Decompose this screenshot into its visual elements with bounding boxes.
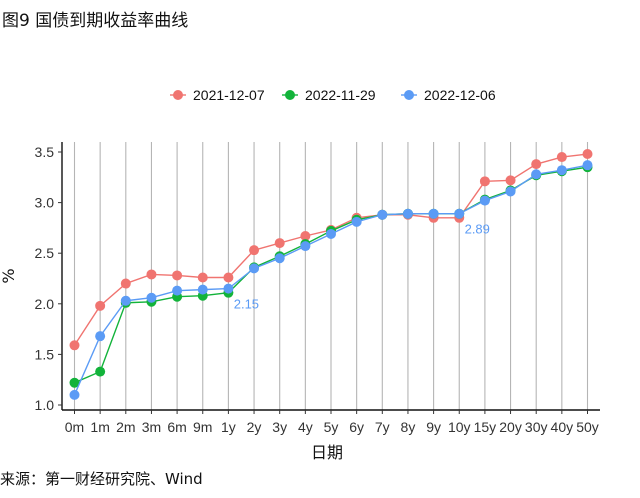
- x-tick-label: 7y: [375, 419, 390, 435]
- x-tick-label: 2y: [247, 419, 262, 435]
- y-tick-label: 2.0: [35, 296, 55, 312]
- data-point-2022-12-06-30y: [531, 169, 542, 180]
- y-tick-label: 2.5: [35, 245, 55, 261]
- data-point-2021-12-07-3y: [274, 238, 285, 249]
- legend-label: 2022-12-06: [424, 87, 496, 103]
- x-tick-label: 3y: [272, 419, 287, 435]
- data-point-2022-12-06-3m: [146, 292, 157, 303]
- data-point-2022-12-06-9y: [428, 208, 439, 219]
- legend: 2021-12-07 2022-11-29 2022-12-06: [170, 87, 496, 103]
- data-point-2021-12-07-15y: [479, 176, 490, 187]
- data-label: 2.15: [234, 297, 259, 312]
- data-point-2021-12-07-2m: [120, 278, 131, 289]
- data-point-2022-11-29-0m: [69, 377, 80, 388]
- legend-label: 2022-11-29: [305, 87, 376, 103]
- x-tick-label: 9y: [426, 419, 441, 435]
- data-point-2022-12-06-20y: [505, 186, 516, 197]
- data-point-2021-12-07-4y: [300, 230, 311, 241]
- data-point-2021-12-07-20y: [505, 175, 516, 186]
- figure-title: 图9 国债到期收益率曲线: [2, 11, 189, 31]
- data-point-2022-12-06-6m: [172, 285, 183, 296]
- source-note: 来源：第一财经研究院、Wind: [0, 470, 203, 488]
- data-point-2021-12-07-2y: [249, 245, 260, 256]
- data-point-2021-12-07-9m: [197, 272, 208, 283]
- data-point-2022-12-06-6y: [351, 216, 362, 227]
- x-tick-label: 9m: [193, 419, 212, 435]
- data-point-2022-12-06-0m: [69, 389, 80, 400]
- x-tick-label: 30y: [525, 419, 548, 435]
- y-tick-label: 3.5: [35, 144, 55, 160]
- data-point-2021-12-07-50y: [582, 149, 593, 160]
- x-tick-label: 8y: [401, 419, 416, 435]
- x-axis-title: 日期: [311, 443, 343, 462]
- data-label: 2.89: [465, 222, 490, 237]
- x-tick-label: 10y: [448, 419, 471, 435]
- annotations: 2.15 2.89: [234, 222, 490, 312]
- data-point-2021-12-07-3m: [146, 269, 157, 280]
- data-point-2022-12-06-15y: [479, 195, 490, 206]
- y-axis-title: %: [0, 268, 18, 283]
- x-tick-label: 0m: [65, 419, 84, 435]
- x-tick-label: 5y: [324, 419, 339, 435]
- y-tick-label: 1.0: [35, 397, 55, 413]
- legend-marker: [173, 90, 183, 100]
- data-point-2022-12-06-7y: [377, 209, 388, 220]
- data-point-2022-11-29-1m: [95, 366, 106, 377]
- x-tick-label: 40y: [551, 419, 574, 435]
- x-tick-label: 4y: [298, 419, 313, 435]
- x-tick-label: 50y: [576, 419, 599, 435]
- data-point-2021-12-07-6m: [172, 270, 183, 281]
- data-point-2022-12-06-2y: [249, 263, 260, 274]
- data-point-2021-12-07-1y: [223, 272, 234, 283]
- x-tick-label: 3m: [142, 419, 161, 435]
- legend-label: 2021-12-07: [193, 87, 265, 103]
- x-tick-label: 15y: [474, 419, 497, 435]
- data-point-2021-12-07-30y: [531, 159, 542, 170]
- y-tick-label: 1.5: [35, 346, 55, 362]
- legend-marker: [285, 90, 295, 100]
- data-point-2021-12-07-0m: [69, 340, 80, 351]
- data-point-2022-12-06-2m: [120, 295, 131, 306]
- x-tick-label: 20y: [499, 419, 522, 435]
- x-tick-label: 6y: [349, 419, 364, 435]
- x-tick-label: 6m: [167, 419, 186, 435]
- axes: 1.0 1.5 2.0 2.5 3.0 3.5 0m 1m 2m 3m 6m 9m 1y 2y 3y 4y 5y…: [35, 142, 600, 435]
- series-layer: [69, 149, 593, 400]
- data-point-2022-12-06-1m: [95, 331, 106, 342]
- x-tick-label: 1y: [221, 419, 236, 435]
- data-point-2022-12-06-3y: [274, 253, 285, 264]
- x-tick-label: 1m: [90, 419, 109, 435]
- data-point-2022-12-06-40y: [556, 165, 567, 176]
- data-point-2022-12-06-4y: [300, 241, 311, 252]
- data-point-2022-12-06-50y: [582, 160, 593, 171]
- data-point-2021-12-07-40y: [556, 152, 567, 163]
- data-point-2022-12-06-9m: [197, 284, 208, 295]
- legend-marker: [404, 90, 414, 100]
- data-point-2022-12-06-5y: [326, 228, 336, 239]
- data-point-2022-12-06-1y: [223, 283, 234, 294]
- y-tick-label: 3.0: [35, 195, 55, 211]
- data-point-2021-12-07-1m: [95, 300, 106, 311]
- data-point-2022-12-06-8y: [402, 208, 413, 219]
- data-point-2022-12-06-10y: [454, 208, 465, 219]
- x-tick-label: 2m: [116, 419, 135, 435]
